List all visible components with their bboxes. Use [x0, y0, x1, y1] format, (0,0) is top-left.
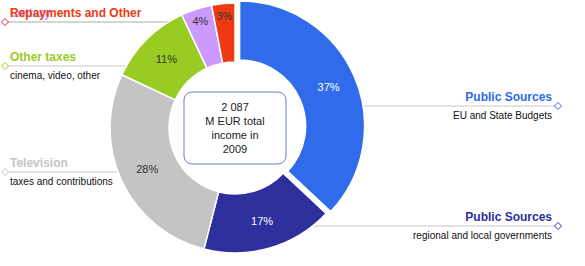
leader-line: [5, 22, 185, 23]
category-label: Public Sources: [465, 210, 552, 224]
category-description: regional and local governments: [413, 230, 552, 241]
data-label: 28%: [136, 163, 158, 175]
center-text: M EUR total: [205, 115, 264, 127]
data-label: 11%: [156, 53, 177, 65]
leader-marker: [2, 19, 9, 26]
leader-marker: [555, 223, 562, 230]
leader-line: [299, 226, 558, 227]
leader-line: [5, 66, 136, 67]
leader-line: [5, 22, 185, 23]
category-label: Repayments and Other: [10, 6, 142, 20]
category-label: Other taxes: [10, 50, 76, 64]
data-label: 37%: [318, 81, 340, 93]
leader-marker: [555, 103, 562, 110]
category-description: EU and State Budgets: [453, 110, 552, 121]
center-box: [184, 92, 286, 164]
leader-marker: [2, 63, 9, 70]
slice: [212, 3, 235, 63]
leader-marker: [2, 19, 9, 26]
data-label: 4%: [192, 15, 208, 27]
category-label: Public Sources: [465, 90, 552, 104]
category-description: taxes and contributions: [10, 176, 113, 187]
data-label: 3%: [217, 10, 233, 22]
center-text: 2 087: [221, 101, 249, 113]
center-text: 2009: [223, 143, 247, 155]
slices: [110, 1, 365, 253]
leader-line: [5, 172, 127, 173]
leader-line: [350, 106, 558, 107]
center-text: income in: [211, 129, 258, 141]
leader-marker: [2, 169, 9, 176]
chart: Public Sources EU and State Budgets Public…: [0, 0, 585, 266]
category-label: Television: [10, 156, 68, 170]
center-annotation: 2 087 M EUR total income in 2009: [184, 92, 286, 164]
data-label: 17%: [251, 215, 273, 227]
slice: [204, 173, 326, 253]
category-description: cinema, video, other: [10, 70, 101, 81]
